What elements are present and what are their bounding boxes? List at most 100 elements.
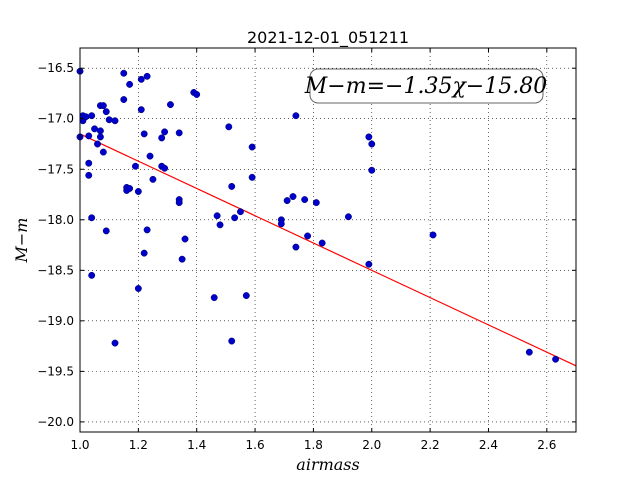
data-point [181, 235, 189, 243]
data-point [216, 221, 224, 229]
x-tick-labels: 1.0 1.2 1.4 1.6 1.8 2.0 2.2 2.4 2.6 [70, 438, 556, 452]
plot-frame [79, 47, 577, 433]
data-point [96, 133, 104, 141]
data-point [304, 232, 312, 240]
data-point [158, 134, 166, 142]
data-point [111, 339, 119, 347]
data-point [102, 227, 110, 235]
data-point [146, 152, 154, 160]
data-point [149, 175, 157, 183]
data-points [76, 67, 560, 363]
data-point [137, 106, 145, 114]
x-tick-label: 2.4 [479, 438, 498, 452]
data-point [175, 129, 183, 137]
data-point [178, 255, 186, 263]
data-point [126, 185, 134, 192]
data-point [242, 292, 250, 300]
data-point [120, 69, 128, 77]
data-point [140, 130, 148, 138]
data-point [368, 140, 376, 148]
fit-annotation: M−m=−1.35χ−15.80 [304, 68, 547, 104]
data-point [94, 140, 101, 148]
data-point [277, 220, 285, 228]
x-tick-label: 2.0 [362, 438, 381, 452]
y-tick-label: −19.0 [37, 314, 74, 328]
data-point [228, 337, 236, 345]
data-point [292, 243, 300, 251]
data-point [210, 294, 218, 302]
fit-line [79, 133, 577, 367]
data-point [99, 148, 107, 156]
data-point [368, 166, 376, 174]
data-point [131, 162, 139, 170]
data-point [134, 285, 142, 292]
data-point [88, 214, 96, 222]
y-tick-label: −17.5 [37, 162, 74, 176]
data-point [525, 348, 533, 356]
y-tick-label: −18.5 [37, 263, 74, 277]
data-point [137, 75, 145, 83]
data-point [102, 108, 110, 116]
data-point [289, 193, 297, 200]
data-point [312, 199, 320, 207]
y-tick-label: −16.5 [37, 61, 74, 75]
data-point [166, 101, 174, 109]
annotation-box [309, 68, 544, 104]
x-tick-label: 2.6 [537, 438, 556, 452]
data-point [88, 112, 96, 120]
data-point [365, 260, 373, 268]
grid-lines [79, 48, 576, 432]
data-point [161, 164, 169, 172]
x-axis-label: airmass [296, 455, 359, 474]
data-point [91, 125, 99, 133]
data-point [99, 102, 107, 110]
x-tick-label: 1.0 [70, 438, 89, 452]
data-point [213, 212, 221, 220]
x-tick-label: 2.2 [421, 438, 440, 452]
data-point [126, 80, 134, 88]
data-point [111, 117, 119, 125]
y-tick-label: −19.5 [37, 364, 74, 378]
data-point [143, 226, 151, 234]
data-point [248, 173, 256, 181]
data-point [318, 239, 326, 247]
data-point [283, 197, 291, 205]
data-point [344, 213, 352, 221]
data-point [301, 196, 309, 204]
y-tick-label: −20.0 [37, 415, 74, 429]
data-point [365, 133, 373, 141]
data-point [143, 72, 151, 80]
fit-line-layer [79, 133, 577, 367]
y-tick-label: −17.0 [37, 112, 74, 126]
y-tick-labels: −16.5 −17.0 −17.5 −18.0 −18.5 −19.0 −19.5 −20.0 [37, 61, 74, 429]
data-point [140, 249, 148, 257]
x-tick-label: 1.6 [246, 438, 265, 452]
data-point [134, 188, 142, 195]
data-point [292, 112, 300, 120]
fit-equation: M−m=−1.35χ−15.80 [304, 74, 547, 99]
chart-title: 2021-12-01_051211 [247, 28, 409, 48]
data-point [85, 132, 93, 140]
data-point [228, 182, 236, 190]
data-point [88, 271, 96, 279]
x-tick-label: 1.2 [129, 438, 148, 452]
data-point [237, 208, 244, 216]
data-point [175, 199, 183, 207]
data-point [248, 143, 256, 151]
y-axis-label: M−m [12, 218, 31, 264]
data-point [85, 159, 93, 167]
y-tick-label: −18.0 [37, 213, 74, 227]
data-point [96, 127, 104, 135]
x-tick-label: 1.4 [187, 438, 206, 452]
data-point [193, 91, 201, 98]
data-point [120, 96, 128, 103]
data-point [231, 214, 239, 222]
data-point [85, 171, 93, 179]
data-point [552, 355, 560, 363]
data-point [161, 128, 169, 136]
data-point [105, 116, 113, 124]
axis-ticks [79, 48, 576, 432]
data-point [429, 231, 437, 239]
data-point [225, 123, 233, 131]
